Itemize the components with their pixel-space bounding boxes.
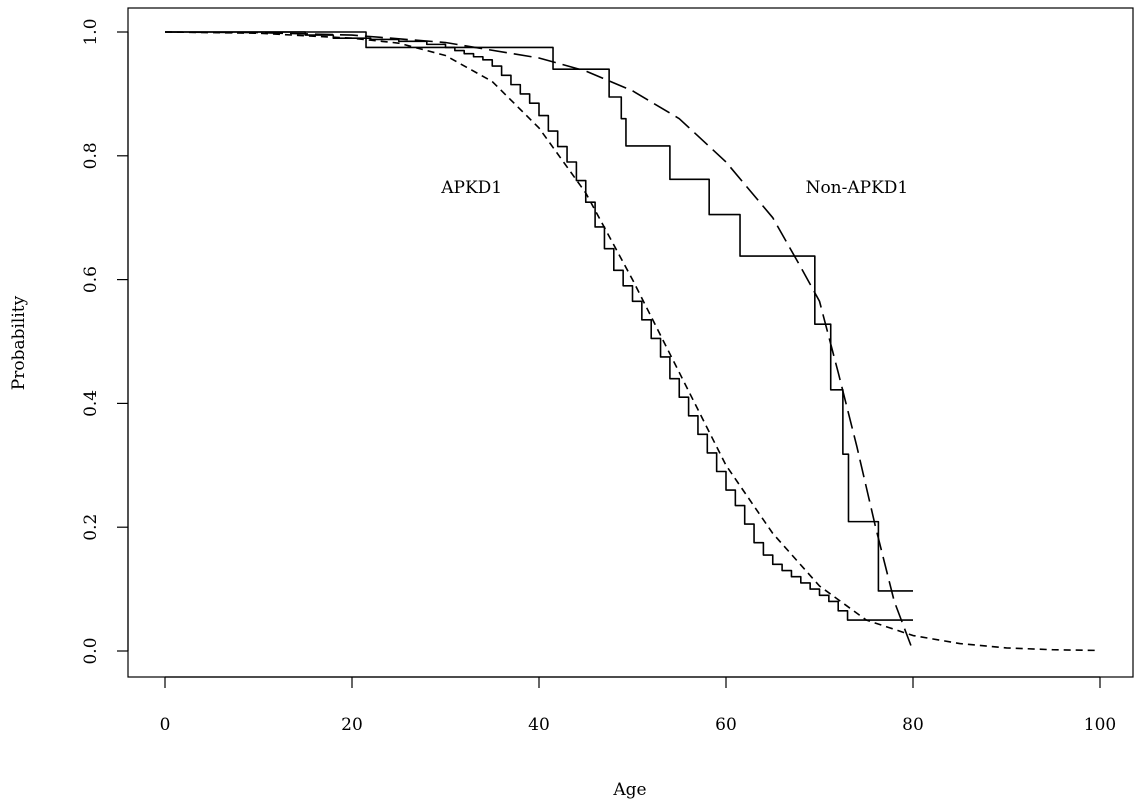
series-dashed-fit-2 [164, 31, 1096, 652]
y-tick-label: 0.0 [81, 637, 101, 664]
x-tick-label: 100 [1084, 715, 1116, 735]
series-layer [164, 31, 1096, 652]
annotation-label: Non-APKD1 [806, 178, 909, 198]
y-tick-label: 0.2 [81, 514, 101, 541]
x-tick-label: 40 [528, 715, 550, 735]
annotation-label: APKD1 [440, 178, 502, 198]
y-tick-label: 0.4 [81, 390, 101, 417]
y-tick-label: 1.0 [81, 18, 101, 45]
x-axis-label: Age [612, 780, 646, 800]
x-tick-label: 60 [715, 715, 737, 735]
y-axis: 0.0 0.2 0.4 0.6 0.8 1.0 [81, 18, 129, 665]
series-step-0 [165, 31, 913, 621]
y-tick-label: 0.8 [81, 142, 101, 169]
x-tick-label: 20 [341, 715, 363, 735]
x-tick-label: 80 [902, 715, 924, 735]
plot-frame [127, 7, 1134, 678]
y-axis-label: Probability [9, 295, 29, 390]
annotation-layer: APKD1 Non-APKD1 [440, 178, 908, 198]
x-tick-label: 0 [160, 715, 171, 735]
y-tick-label: 0.6 [81, 266, 101, 293]
x-axis: 0 20 40 60 80 100 [160, 676, 1116, 735]
series-longdash-fit-3 [164, 31, 914, 652]
series-step-1 [165, 31, 913, 592]
